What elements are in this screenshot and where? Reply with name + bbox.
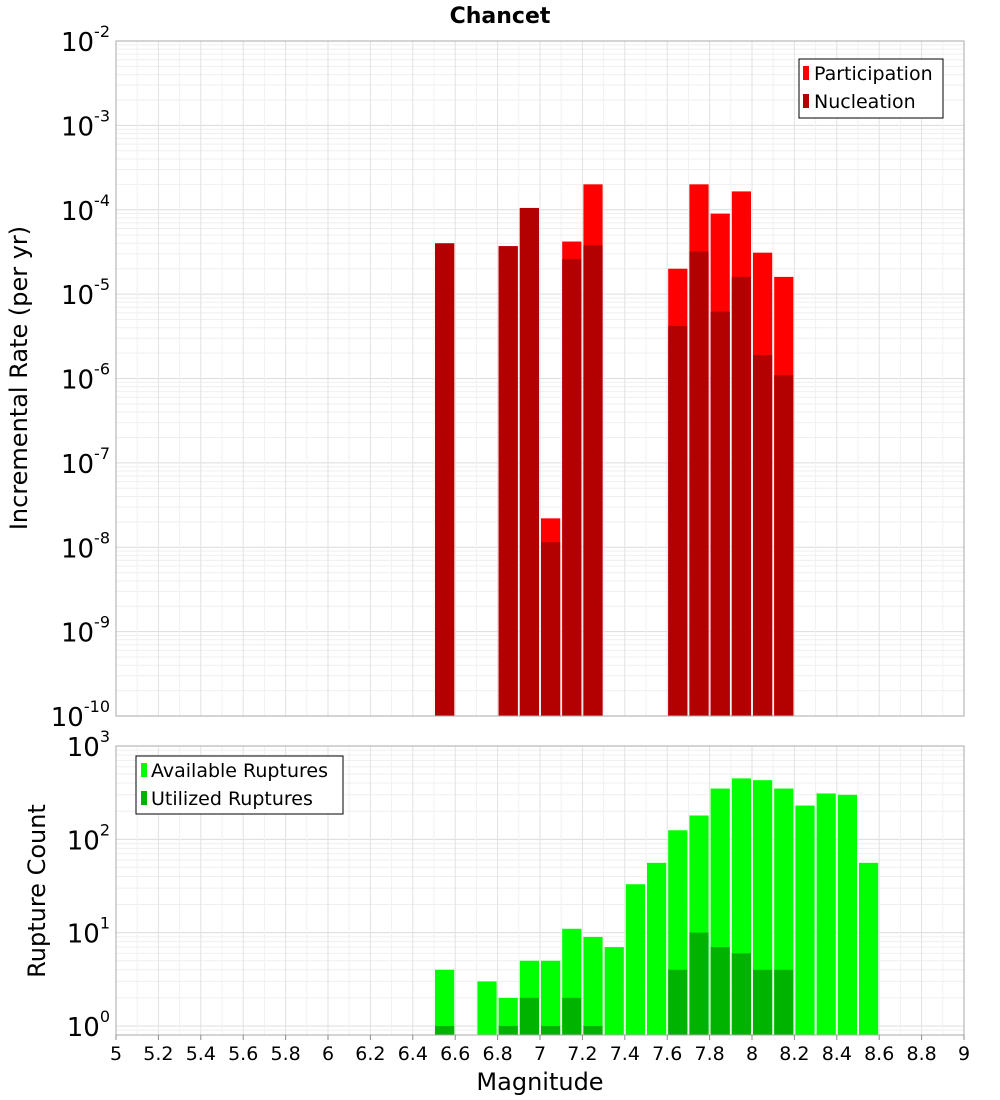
x-tick-label: 8.4	[822, 1043, 852, 1065]
x-axis-label: Magnitude	[476, 1068, 603, 1096]
x-tick-label: 6.6	[440, 1043, 470, 1065]
bottom-y-ticks: 100 101 102 103	[67, 727, 110, 1043]
x-tick-label: 8.8	[906, 1043, 936, 1065]
bottom-bar-s1	[668, 969, 688, 1035]
top-y-tick-label: 10-7	[61, 444, 110, 480]
top-y-axis-label: Incremental Rate (per yr)	[5, 226, 33, 530]
top-bar-s1	[753, 354, 773, 716]
top-y-tick-label: 10-6	[61, 360, 110, 396]
top-bar-s1	[435, 243, 455, 717]
x-tick-label: 6.2	[355, 1043, 385, 1065]
bottom-bar-s1	[541, 1025, 561, 1035]
legend-label-available: Available Ruptures	[151, 760, 328, 782]
x-tick-label: 7.6	[652, 1043, 682, 1065]
bottom-bar-s0	[583, 936, 603, 1035]
x-tick-label: 6.4	[398, 1043, 428, 1065]
top-y-tick-label: 10-10	[51, 697, 110, 733]
legend-swatch-utilized	[141, 791, 147, 805]
top-y-tick-label: 10-8	[61, 528, 110, 564]
bottom-bar-s1	[562, 997, 582, 1035]
top-bar-s1	[541, 542, 561, 716]
x-tick-label: 5	[110, 1043, 122, 1065]
bottom-bar-s1	[519, 997, 539, 1035]
x-tick-label: 5.4	[186, 1043, 216, 1065]
top-legend-box	[798, 58, 944, 119]
top-y-tick-label: 10-9	[61, 613, 110, 649]
bottom-bar-s0	[795, 805, 815, 1035]
top-y-tick-label: 10-5	[61, 275, 110, 311]
bottom-legend-box	[135, 755, 344, 815]
x-tick-label: 7.2	[567, 1043, 597, 1065]
bottom-bar-s0	[816, 793, 836, 1035]
bottom-bar-s1	[731, 953, 751, 1035]
bottom-bar-s0	[541, 960, 561, 1035]
chart-title: Chancet	[450, 4, 551, 29]
top-plot-border	[115, 40, 965, 717]
top-bar-s1	[710, 311, 730, 716]
x-tick-label: 7.8	[694, 1043, 724, 1065]
bottom-bar-s1	[583, 1025, 603, 1035]
bottom-bar-s1	[435, 1025, 455, 1035]
top-bar-s1	[519, 207, 539, 716]
x-tick-label: 5.6	[228, 1043, 258, 1065]
legend-swatch-participation	[803, 66, 809, 80]
x-tick-label: 9	[958, 1043, 970, 1065]
bottom-y-tick-label: 103	[67, 727, 110, 763]
x-tick-label: 8.2	[779, 1043, 809, 1065]
x-tick-label: 8.6	[864, 1043, 894, 1065]
x-tick-label: 5.2	[143, 1043, 173, 1065]
bottom-bar-s0	[498, 997, 518, 1035]
bottom-legend: Available Ruptures Utilized Ruptures	[135, 755, 344, 815]
top-bars	[435, 184, 794, 717]
x-tick-label: 8	[746, 1043, 758, 1065]
bottom-grid	[115, 746, 965, 1036]
top-y-tick-label: 10-2	[61, 22, 110, 58]
top-bar-s1	[583, 245, 603, 717]
bottom-bar-s0	[647, 862, 667, 1035]
bottom-bar-s0	[625, 884, 645, 1035]
top-bar-s1	[689, 251, 709, 716]
x-ticks: 5 5.2 5.4 5.6 5.8 6 6.2 6.4 6.6 6.8 7 7.2 7.4 7.6 7.8 8…	[110, 1035, 970, 1065]
top-bar-s1	[731, 276, 751, 716]
x-tick-label: 6	[322, 1043, 334, 1065]
bottom-bars	[435, 778, 879, 1035]
top-legend: Participation Nucleation	[798, 58, 944, 119]
bottom-bar-s0	[859, 862, 879, 1035]
legend-label-participation: Participation	[814, 63, 933, 85]
top-bar-s1	[562, 259, 582, 716]
x-tick-label: 7	[534, 1043, 546, 1065]
bottom-y-axis-label: Rupture Count	[23, 804, 51, 978]
top-bar-s1	[774, 375, 794, 716]
top-bar-s1	[668, 325, 688, 716]
legend-swatch-nucleation	[803, 94, 809, 108]
legend-label-nucleation: Nucleation	[814, 91, 916, 113]
bottom-bar-s0	[477, 981, 497, 1035]
bottom-bar-s1	[498, 1025, 518, 1035]
legend-swatch-available	[141, 763, 147, 777]
bottom-bar-s1	[774, 969, 794, 1035]
bottom-bar-s0	[435, 969, 455, 1035]
bottom-y-tick-label: 101	[67, 914, 110, 950]
bottom-bar-s1	[689, 932, 709, 1035]
x-tick-label: 6.8	[482, 1043, 512, 1065]
top-y-tick-label: 10-4	[61, 191, 110, 227]
bottom-bar-s1	[710, 947, 730, 1035]
bottom-bar-s0	[604, 947, 624, 1035]
legend-label-utilized: Utilized Ruptures	[151, 788, 313, 810]
x-tick-label: 5.8	[270, 1043, 300, 1065]
bottom-y-tick-label: 102	[67, 820, 110, 856]
bottom-y-tick-label: 100	[67, 1007, 110, 1043]
top-y-tick-label: 10-3	[61, 106, 110, 142]
top-bar-s1	[498, 246, 518, 716]
top-grid	[115, 41, 965, 717]
top-y-ticks: 10-10 10-9 10-8 10-7 10-6 10-5 10-4 10-3 10-2	[51, 22, 110, 733]
x-tick-label: 7.4	[610, 1043, 640, 1065]
bottom-bar-s0	[837, 794, 857, 1035]
bottom-bar-s1	[753, 969, 773, 1035]
